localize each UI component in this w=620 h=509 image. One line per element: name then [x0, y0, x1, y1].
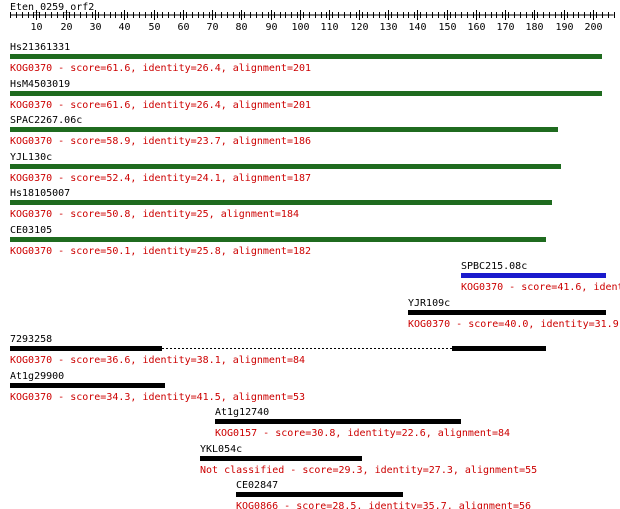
axis-tick-label: 200: [584, 22, 602, 33]
hit-description[interactable]: KOG0370 - score=61.6, identity=26.4, ali…: [10, 100, 311, 111]
hit-description[interactable]: KOG0370 - score=61.6, identity=26.4, ali…: [10, 63, 311, 74]
axis-tick-label: 40: [118, 22, 130, 33]
hit-bar[interactable]: [461, 273, 606, 278]
hit-name[interactable]: SPBC215.08c: [461, 261, 527, 272]
hit-name[interactable]: YJR109c: [408, 298, 450, 309]
axis-tick-label: 120: [350, 22, 368, 33]
hit-bar[interactable]: [10, 346, 162, 351]
hit-name[interactable]: HsM4503019: [10, 79, 70, 90]
hit-row[interactable]: YKL054c Not classified - score=29.3, iden…: [200, 444, 537, 476]
hit-row[interactable]: CE02847 KOG0866 - score=28.5, identity=35…: [236, 480, 531, 509]
hit-name[interactable]: Hs18105007: [10, 188, 70, 199]
hit-description[interactable]: KOG0370 - score=40.0, identity=31.9,: [408, 319, 620, 330]
hit-description[interactable]: KOG0866 - score=28.5, identity=35.7, ali…: [236, 501, 531, 509]
hit-row[interactable]: Hs21361331 KOG0370 - score=61.6, identity…: [10, 42, 602, 74]
axis-tick-label: 20: [60, 22, 72, 33]
hit-name[interactable]: At1g29900: [10, 371, 64, 382]
hit-description[interactable]: KOG0370 - score=52.4, identity=24.1, ali…: [10, 173, 311, 184]
axis-tick-label: 150: [438, 22, 456, 33]
hit-bar[interactable]: [408, 310, 606, 315]
hit-bar[interactable]: [452, 346, 546, 351]
hit-bar[interactable]: [10, 237, 546, 242]
axis-tick-label: 130: [379, 22, 397, 33]
axis-tick-label: 180: [525, 22, 543, 33]
hit-row[interactable]: Hs18105007 KOG0370 - score=50.8, identity…: [10, 188, 552, 220]
hit-description[interactable]: Not classified - score=29.3, identity=27…: [200, 465, 537, 476]
axis-tick-label: 190: [555, 22, 573, 33]
hit-row[interactable]: YJR109c KOG0370 - score=40.0, identity=31…: [408, 298, 620, 330]
axis-tick-label: 30: [89, 22, 101, 33]
axis-tick-label: 170: [496, 22, 514, 33]
hit-bar[interactable]: [10, 200, 552, 205]
hit-bar[interactable]: [10, 127, 558, 132]
axis-tick-label: 90: [265, 22, 277, 33]
axis-tick-label: 140: [408, 22, 426, 33]
hit-bar[interactable]: [10, 54, 602, 59]
axis-tick-label: 160: [467, 22, 485, 33]
axis-tick-label: 70: [206, 22, 218, 33]
hit-row[interactable]: At1g29900 KOG0370 - score=34.3, identity=…: [10, 371, 305, 403]
hit-description[interactable]: KOG0370 - score=58.9, identity=23.7, ali…: [10, 136, 311, 147]
hit-description[interactable]: KOG0370 - score=50.8, identity=25, align…: [10, 209, 299, 220]
axis-tick-label: 60: [177, 22, 189, 33]
hit-row[interactable]: SPAC2267.06c KOG0370 - score=58.9, identi…: [10, 115, 558, 147]
axis-tick-label: 80: [235, 22, 247, 33]
hit-name[interactable]: CE02847: [236, 480, 278, 491]
hit-name[interactable]: CE03105: [10, 225, 52, 236]
hit-name[interactable]: 7293258: [10, 334, 52, 345]
hit-description[interactable]: KOG0370 - score=36.6, identity=38.1, ali…: [10, 355, 305, 366]
hit-row[interactable]: CE03105 KOG0370 - score=50.1, identity=25…: [10, 225, 546, 257]
hit-row[interactable]: HsM4503019 KOG0370 - score=61.6, identity…: [10, 79, 602, 111]
hit-bar[interactable]: [10, 164, 561, 169]
hit-bar[interactable]: [10, 383, 165, 388]
axis-tick-label: 110: [320, 22, 338, 33]
hit-description[interactable]: KOG0157 - score=30.8, identity=22.6, ali…: [215, 428, 510, 439]
axis-tick-label: 50: [148, 22, 160, 33]
hit-description[interactable]: KOG0370 - score=41.6, ident: [461, 282, 620, 293]
hit-name[interactable]: YJL130c: [10, 152, 52, 163]
hit-name[interactable]: SPAC2267.06c: [10, 115, 82, 126]
hit-name[interactable]: YKL054c: [200, 444, 242, 455]
position-axis: 10 20 30 40 50 60 70 80 90 100 110 120 130 140 150 160 1…: [10, 10, 615, 33]
hit-row[interactable]: SPBC215.08c KOG0370 - score=41.6, ident: [461, 261, 620, 293]
hit-row[interactable]: 7293258 KOG0370 - score=36.6, identity=38…: [10, 334, 546, 366]
axis-tick-label: 10: [30, 22, 42, 33]
hit-description[interactable]: KOG0370 - score=34.3, identity=41.5, ali…: [10, 392, 305, 403]
hit-name[interactable]: At1g12740: [215, 407, 269, 418]
hit-name[interactable]: Hs21361331: [10, 42, 70, 53]
axis-tick-label: 100: [291, 22, 309, 33]
hit-row[interactable]: At1g12740 KOG0157 - score=30.8, identity=…: [215, 407, 510, 439]
hit-list: Hs21361331 KOG0370 - score=61.6, identity…: [10, 42, 620, 509]
hit-bar[interactable]: [215, 419, 461, 424]
hit-bar[interactable]: [236, 492, 403, 497]
hit-bar[interactable]: [200, 456, 362, 461]
query-name: Eten_0259_orf2: [10, 2, 94, 13]
hit-description[interactable]: KOG0370 - score=50.1, identity=25.8, ali…: [10, 246, 311, 257]
hit-bar[interactable]: [10, 91, 602, 96]
hit-row[interactable]: YJL130c KOG0370 - score=52.4, identity=24…: [10, 152, 561, 184]
